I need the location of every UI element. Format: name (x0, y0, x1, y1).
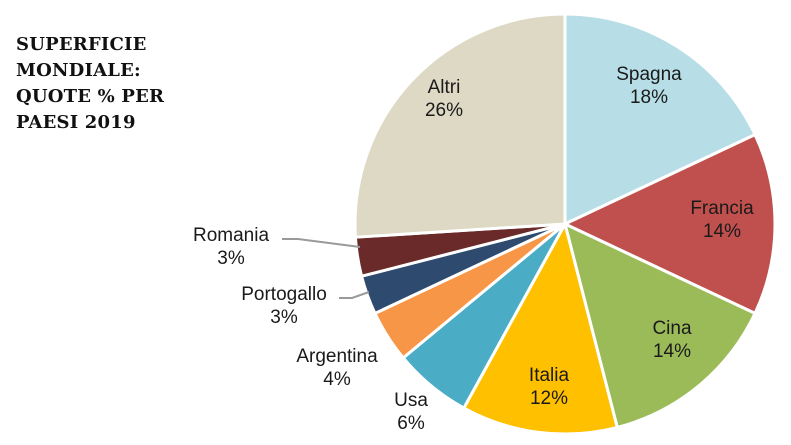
pie-slice-altri (353, 12, 567, 239)
pie-slice-spagna (563, 12, 757, 226)
slice-label-francia: Francia (690, 198, 754, 219)
title-line-3: QUOTE % PER (16, 86, 165, 107)
slice-value-usa: 6% (397, 413, 425, 434)
slice-label-spagna: Spagna (616, 64, 682, 85)
slice-value-cina: 14% (653, 341, 691, 362)
leader-line-romania (282, 238, 361, 248)
pie-slice-italia (462, 222, 619, 436)
slice-value-francia: 14% (703, 221, 741, 242)
pie-slice-cina (563, 222, 757, 429)
slice-value-portogallo: 3% (270, 307, 298, 328)
slice-label-portogallo: Portogallo (241, 284, 327, 305)
slice-label-romania: Romania (193, 225, 269, 246)
leader-line-portogallo (339, 291, 370, 299)
title-line-2: MONDIALE: (16, 60, 141, 81)
slice-value-spagna: 18% (630, 87, 668, 108)
pie-slice-francia (563, 133, 777, 315)
slice-label-cina: Cina (652, 318, 692, 339)
slice-value-italia: 12% (530, 388, 568, 409)
slice-label-italia: Italia (529, 365, 570, 386)
slice-value-romania: 3% (217, 248, 245, 269)
slice-value-argentina: 4% (323, 369, 351, 390)
slice-label-altri: Altri (428, 77, 461, 98)
slice-value-altri: 26% (425, 100, 463, 121)
title-line-4: PAESI 2019 (16, 112, 136, 133)
slice-label-argentina: Argentina (296, 346, 378, 367)
slice-label-usa: Usa (394, 390, 428, 411)
title-line-1: SUPERFICIE (16, 34, 147, 55)
pie-slices (353, 12, 777, 436)
chart-title: SUPERFICIE MONDIALE: QUOTE % PER PAESI 2… (16, 32, 216, 136)
